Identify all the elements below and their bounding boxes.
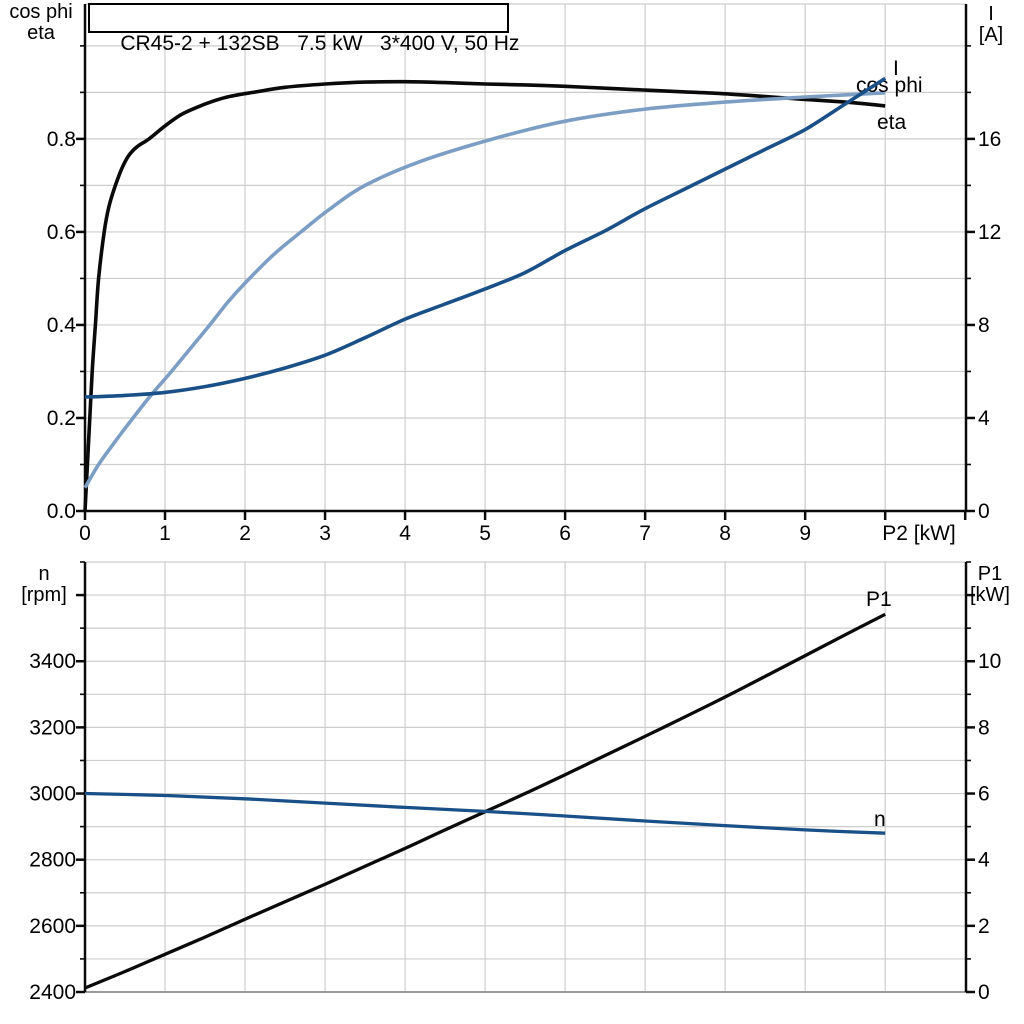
p1-curve-label: P1 — [866, 588, 892, 611]
n-curve — [84, 791, 886, 835]
left-tick-label: 3000 — [29, 783, 76, 806]
x-tick-label: 9 — [799, 522, 811, 545]
right-tick-label: 0 — [978, 981, 990, 1004]
right-tick-label: 2 — [978, 915, 990, 938]
x-tick-label: 1 — [159, 522, 171, 545]
right-tick-label: 8 — [978, 314, 990, 337]
top-left-axis-title: cos phi eta — [2, 2, 80, 44]
right-tick-label: 4 — [978, 407, 990, 430]
i-curve — [84, 76, 887, 399]
right-tick-label: 8 — [978, 716, 990, 739]
chart-title: CR45-2 + 132SB 7.5 kW 3*400 V, 50 Hz — [120, 32, 520, 55]
left-tick-label: 0.4 — [47, 314, 77, 337]
eta-axis-title: eta — [27, 22, 55, 44]
cos-phi-axis-title: cos phi — [9, 1, 73, 23]
left-tick-label: 2600 — [29, 915, 76, 938]
p1-axis-unit: [kW] — [970, 584, 1010, 606]
cos-phi-curve — [83, 91, 886, 489]
x-tick-label: 8 — [719, 522, 731, 545]
left-tick-label: 0.0 — [47, 500, 76, 523]
right-tick-label: 6 — [978, 783, 990, 806]
x-axis-label: P2 [kW] — [882, 522, 956, 545]
x-tick-label: 5 — [479, 522, 491, 545]
left-tick-label: 0.6 — [47, 221, 76, 244]
top-right-axis-title: I [A] — [962, 4, 1020, 46]
n-curve-label: n — [874, 808, 886, 831]
left-tick-label: 3400 — [29, 650, 76, 673]
bottom-right-axis-title: P1 [kW] — [958, 564, 1022, 606]
p1-axis-title: P1 — [977, 563, 1003, 585]
x-tick-label: 2 — [239, 522, 251, 545]
bottom-left-axis-title: n [rpm] — [6, 564, 82, 606]
left-tick-label: 0.2 — [47, 407, 76, 430]
x-tick-label: 7 — [639, 522, 651, 545]
x-tick-label: 0 — [79, 522, 91, 545]
i-curve-label: I — [893, 57, 899, 80]
eta-curve — [83, 79, 886, 512]
speed-axis-title: n — [38, 563, 50, 585]
left-tick-label: 2800 — [29, 849, 76, 872]
speed-axis-unit: [rpm] — [21, 584, 67, 606]
eta-curve-label: eta — [877, 111, 907, 134]
right-tick-label: 10 — [978, 650, 1001, 673]
current-axis-unit: [A] — [978, 24, 1004, 46]
x-tick-label: 6 — [559, 522, 571, 545]
left-tick-label: 0.8 — [47, 128, 76, 151]
cos-phi-curve-label: cos phi — [856, 74, 923, 97]
x-tick-label: 3 — [319, 522, 331, 545]
right-tick-label: 12 — [978, 221, 1001, 244]
left-tick-label: 3200 — [29, 716, 76, 739]
chart-title-box: CR45-2 + 132SB 7.5 kW 3*400 V, 50 Hz — [88, 3, 519, 55]
current-axis-title: I — [988, 3, 994, 25]
x-tick-label: 4 — [399, 522, 411, 545]
right-tick-label: 4 — [978, 849, 990, 872]
left-tick-label: 2400 — [29, 981, 76, 1004]
right-tick-label: 0 — [978, 500, 990, 523]
right-tick-label: 16 — [978, 128, 1001, 151]
